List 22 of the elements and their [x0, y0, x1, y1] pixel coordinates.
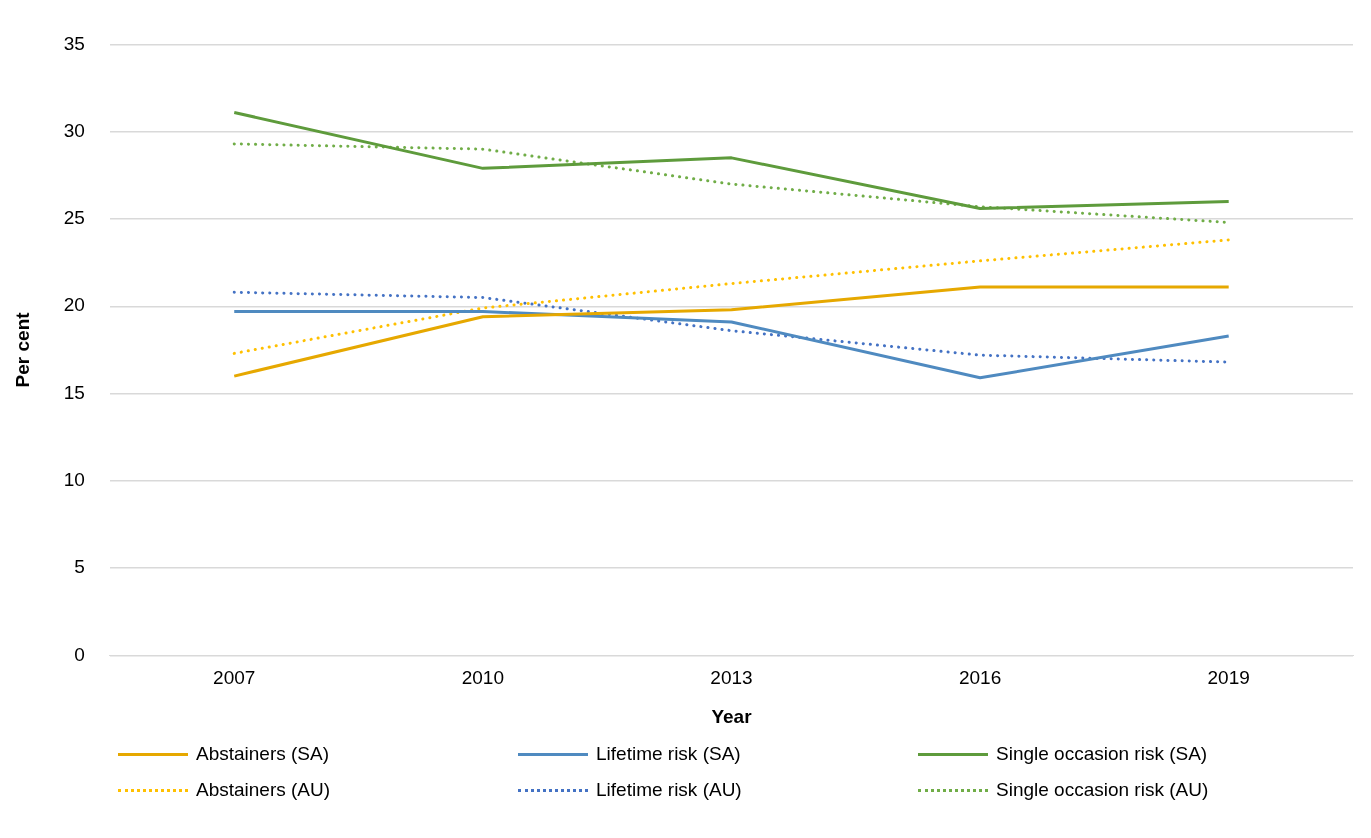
y-tick-label: 35 [63, 32, 85, 54]
y-tick-label: 10 [63, 469, 85, 491]
y-tick-label: 0 [74, 643, 85, 665]
legend-label: Abstainers (SA) [196, 743, 330, 765]
legend-label: Abstainers (AU) [196, 779, 331, 801]
y-tick-label: 30 [63, 119, 85, 141]
x-tick-label: 2013 [710, 667, 753, 689]
x-tick-label: 2007 [213, 667, 256, 689]
y-tick-label: 20 [63, 294, 85, 316]
x-tick-label: 2016 [958, 667, 1002, 689]
y-axis-title: Per cent [11, 311, 33, 388]
x-tick-label: 2010 [461, 667, 504, 689]
line-series [232, 238, 1231, 355]
legend-label: Single occasion risk (AU) [996, 779, 1209, 801]
x-tick-label: 2019 [1207, 667, 1250, 689]
y-tick-label: 15 [63, 381, 85, 403]
x-axis-title: Year [711, 705, 753, 727]
legend-label: Single occasion risk (SA) [996, 743, 1208, 765]
legend-label: Lifetime risk (AU) [596, 779, 742, 801]
y-tick-label: 25 [63, 207, 85, 229]
legend-label: Lifetime risk (SA) [596, 743, 741, 765]
y-tick-label: 5 [74, 556, 85, 578]
